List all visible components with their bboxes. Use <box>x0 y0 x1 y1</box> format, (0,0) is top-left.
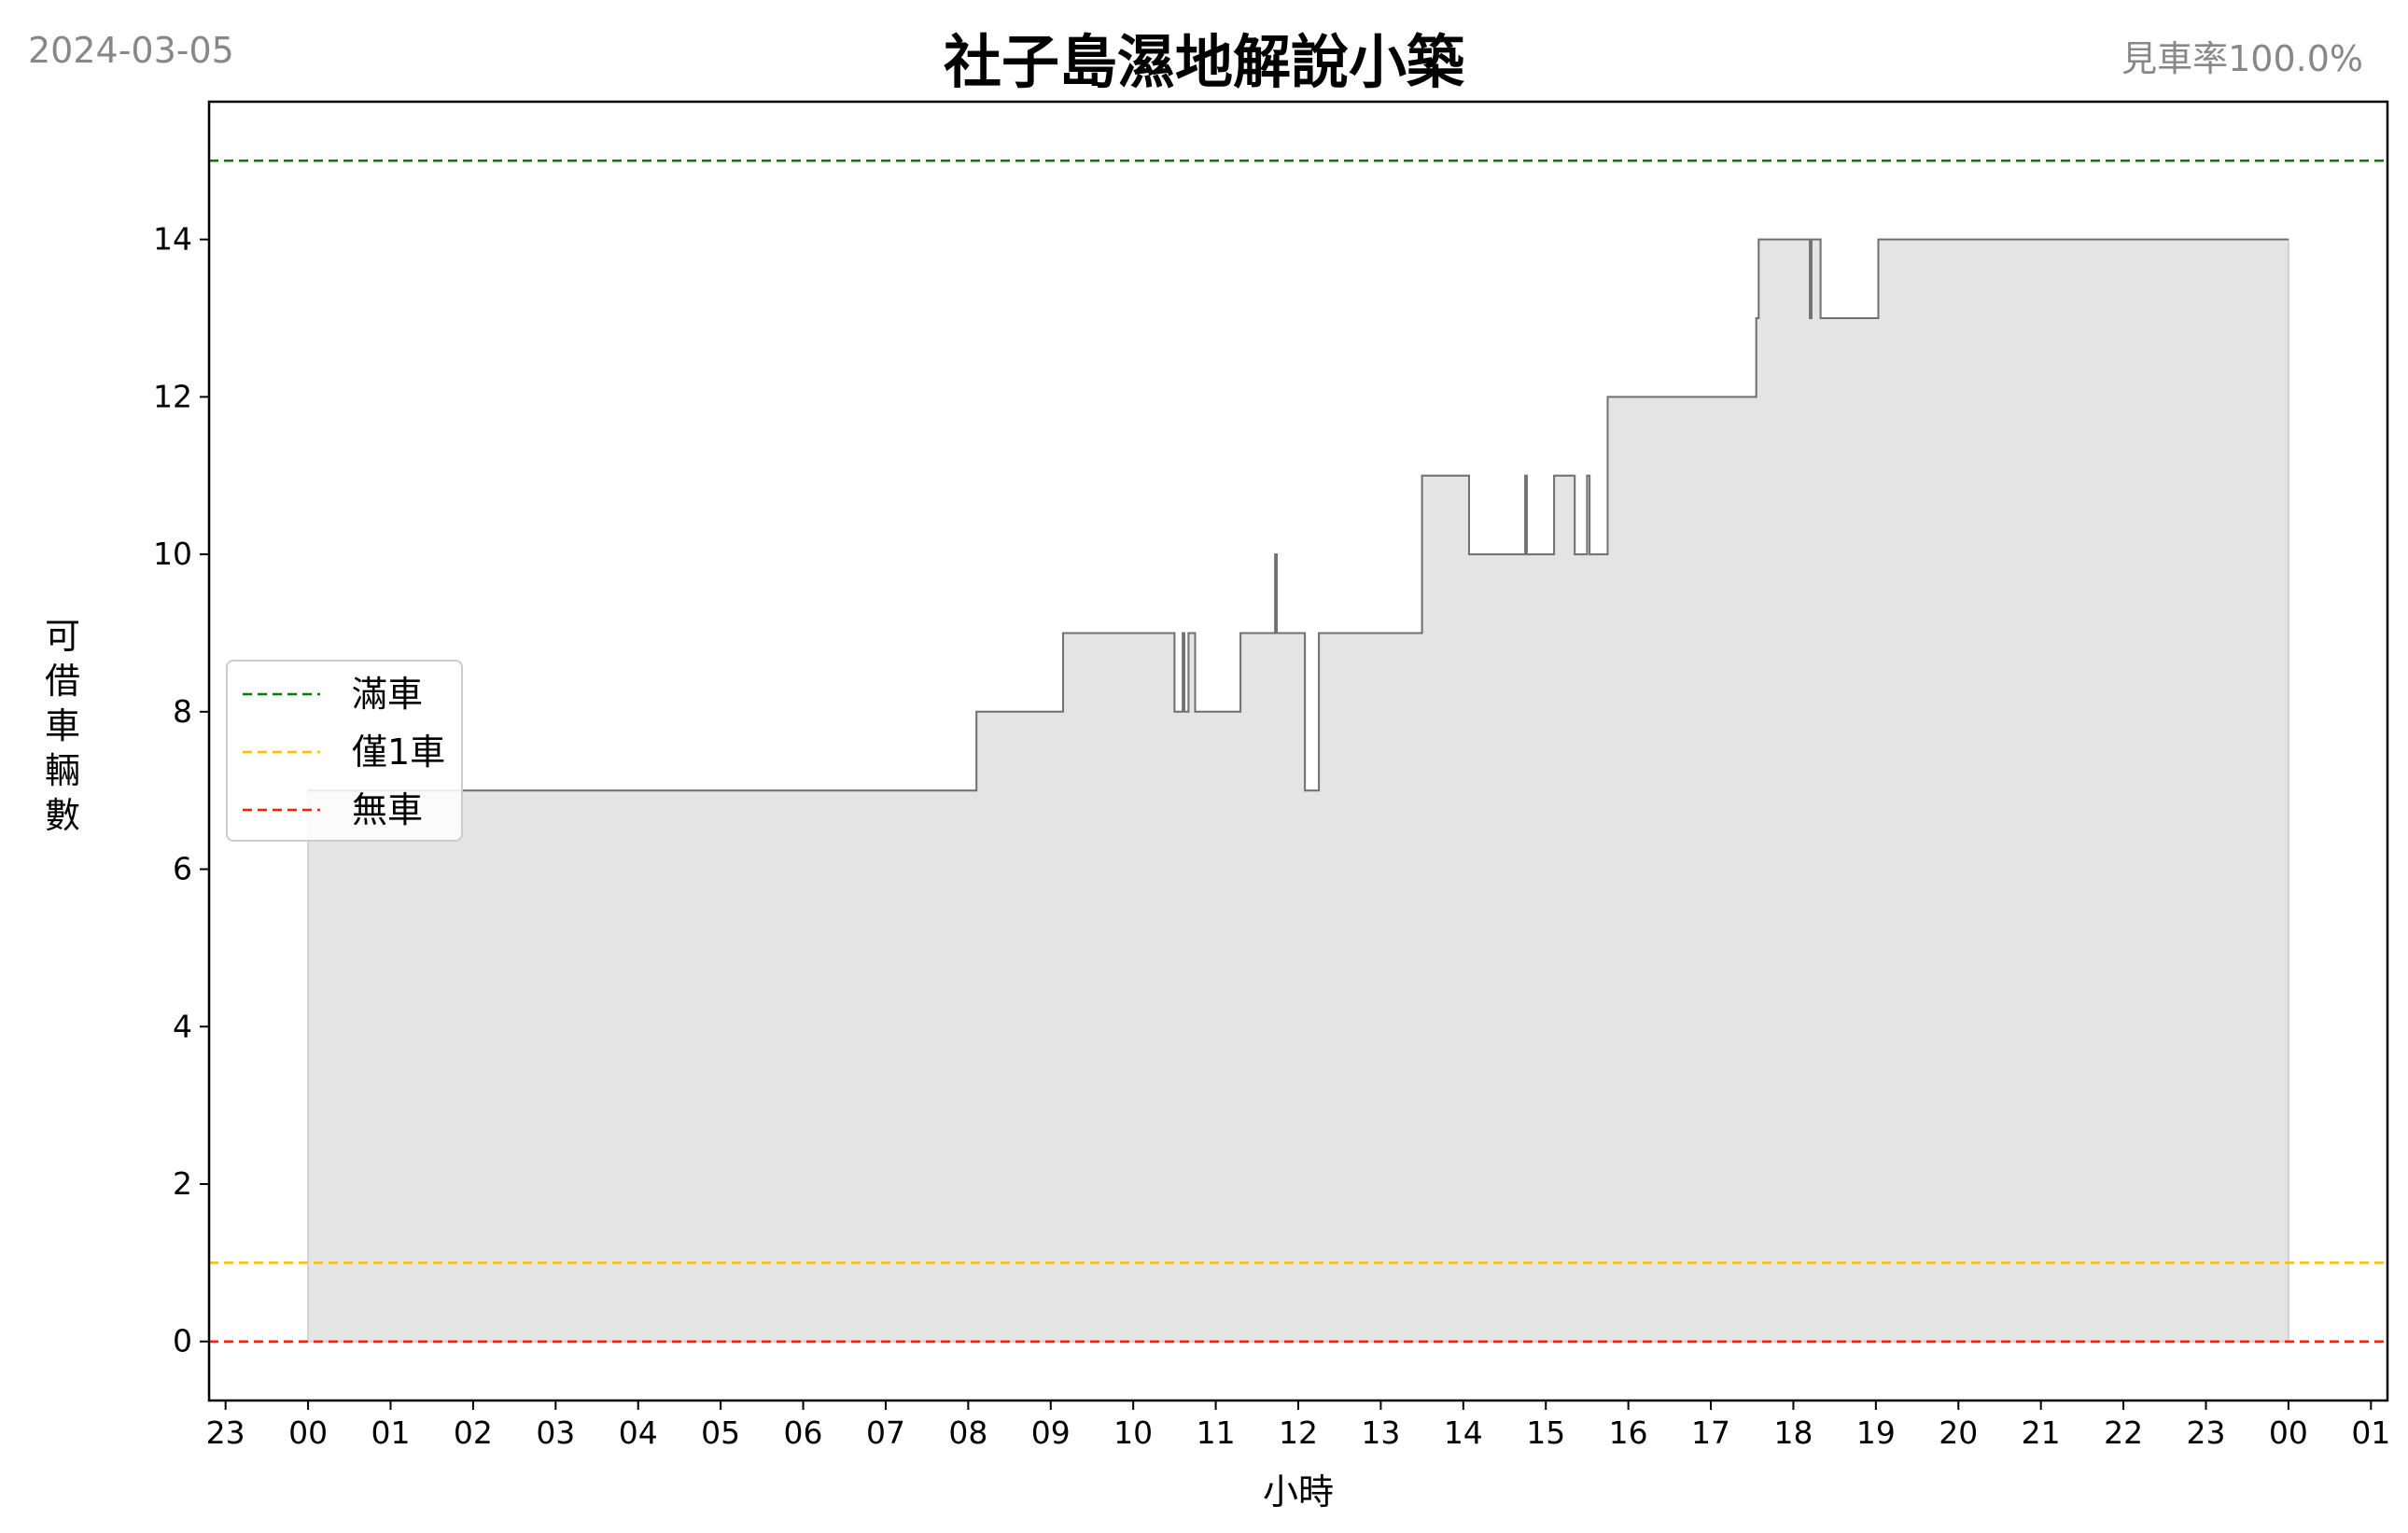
x-tick-label: 11 <box>1197 1415 1236 1451</box>
x-tick-label: 02 <box>454 1415 493 1451</box>
legend-box <box>226 660 463 842</box>
x-tick-label: 09 <box>1031 1415 1071 1451</box>
y-tick-label: 6 <box>173 851 192 887</box>
x-tick-label: 00 <box>288 1415 328 1451</box>
x-tick-label: 01 <box>371 1415 411 1451</box>
legend-label: 無車 <box>352 789 423 830</box>
availability-rate: 見車率100.0% <box>2121 38 2363 79</box>
legend-label: 滿車 <box>352 674 423 715</box>
x-tick-label: 23 <box>206 1415 245 1451</box>
x-tick-label: 23 <box>2187 1415 2226 1451</box>
x-tick-label: 08 <box>948 1415 987 1451</box>
date-label: 2024-03-05 <box>28 30 234 71</box>
y-tick-label: 8 <box>173 693 192 730</box>
y-tick-label: 10 <box>153 536 192 572</box>
y-tick-label: 2 <box>173 1165 192 1202</box>
x-tick-label: 17 <box>1691 1415 1730 1451</box>
x-tick-label: 01 <box>2351 1415 2390 1451</box>
x-tick-label: 19 <box>1856 1415 1896 1451</box>
x-tick-label: 04 <box>619 1415 658 1451</box>
x-tick-label: 18 <box>1773 1415 1813 1451</box>
x-axis-label: 小時 <box>1263 1471 1334 1512</box>
x-tick-label: 10 <box>1113 1415 1153 1451</box>
availability-line <box>308 238 2289 792</box>
x-tick-label: 06 <box>784 1415 823 1451</box>
x-tick-label: 20 <box>1939 1415 1978 1451</box>
x-tick-label: 12 <box>1279 1415 1318 1451</box>
y-tick-label: 0 <box>173 1323 192 1359</box>
chart-title: 社子島濕地解說小築 <box>943 28 1464 96</box>
x-tick-label: 15 <box>1526 1415 1565 1451</box>
y-axis-label-text: 可借車輛數 <box>45 616 80 836</box>
x-tick-label: 14 <box>1444 1415 1483 1451</box>
y-axis-label: 可借車輛數 <box>45 616 80 836</box>
x-tick-label: 22 <box>2104 1415 2143 1451</box>
legend-label: 僅1車 <box>352 732 445 773</box>
y-tick-label: 4 <box>173 1008 192 1044</box>
y-tick-label: 12 <box>153 378 192 414</box>
y-tick-label: 14 <box>153 221 192 258</box>
x-tick-label: 07 <box>866 1415 905 1451</box>
x-tick-label: 13 <box>1361 1415 1400 1451</box>
x-tick-label: 03 <box>536 1415 575 1451</box>
x-tick-label: 21 <box>2022 1415 2061 1451</box>
x-tick-label: 05 <box>701 1415 740 1451</box>
x-tick-label: 00 <box>2269 1415 2308 1451</box>
x-tick-label: 16 <box>1609 1415 1648 1451</box>
